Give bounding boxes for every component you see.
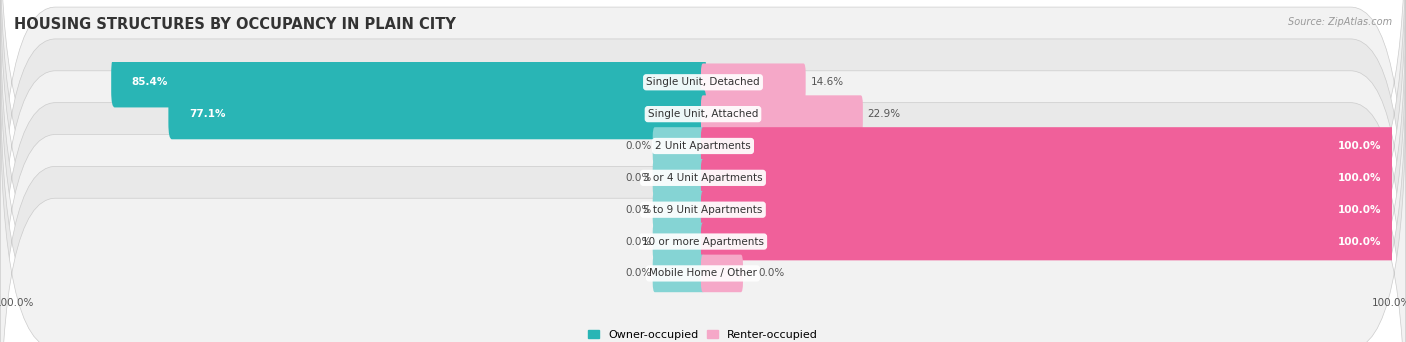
Text: 2 Unit Apartments: 2 Unit Apartments <box>655 141 751 151</box>
Text: 14.6%: 14.6% <box>810 77 844 87</box>
Text: 5 to 9 Unit Apartments: 5 to 9 Unit Apartments <box>644 205 762 215</box>
Text: 100.0%: 100.0% <box>1339 141 1382 151</box>
Text: Mobile Home / Other: Mobile Home / Other <box>650 268 756 278</box>
FancyBboxPatch shape <box>0 30 1406 342</box>
Text: 0.0%: 0.0% <box>626 268 651 278</box>
FancyBboxPatch shape <box>702 191 1393 228</box>
Text: Single Unit, Attached: Single Unit, Attached <box>648 109 758 119</box>
Text: Source: ZipAtlas.com: Source: ZipAtlas.com <box>1288 17 1392 27</box>
FancyBboxPatch shape <box>702 159 1393 197</box>
FancyBboxPatch shape <box>702 95 863 133</box>
Text: HOUSING STRUCTURES BY OCCUPANCY IN PLAIN CITY: HOUSING STRUCTURES BY OCCUPANCY IN PLAIN… <box>14 17 456 32</box>
FancyBboxPatch shape <box>169 89 706 139</box>
Text: 100.0%: 100.0% <box>1339 205 1382 215</box>
Legend: Owner-occupied, Renter-occupied: Owner-occupied, Renter-occupied <box>588 330 818 340</box>
Text: 0.0%: 0.0% <box>626 205 651 215</box>
FancyBboxPatch shape <box>652 254 704 292</box>
FancyBboxPatch shape <box>0 0 1406 294</box>
FancyBboxPatch shape <box>0 94 1406 342</box>
Text: 0.0%: 0.0% <box>758 268 785 278</box>
Text: 100.0%: 100.0% <box>1339 237 1382 247</box>
Text: 77.1%: 77.1% <box>188 109 225 119</box>
FancyBboxPatch shape <box>652 159 704 197</box>
Text: 0.0%: 0.0% <box>626 173 651 183</box>
Text: Single Unit, Detached: Single Unit, Detached <box>647 77 759 87</box>
FancyBboxPatch shape <box>111 57 706 107</box>
FancyBboxPatch shape <box>0 0 1406 262</box>
Text: 100.0%: 100.0% <box>1339 173 1382 183</box>
FancyBboxPatch shape <box>0 0 1406 326</box>
Text: 85.4%: 85.4% <box>132 77 169 87</box>
Text: 10 or more Apartments: 10 or more Apartments <box>643 237 763 247</box>
FancyBboxPatch shape <box>652 223 704 260</box>
FancyBboxPatch shape <box>652 191 704 228</box>
FancyBboxPatch shape <box>702 223 1393 260</box>
FancyBboxPatch shape <box>652 127 704 165</box>
FancyBboxPatch shape <box>702 254 742 292</box>
FancyBboxPatch shape <box>702 127 1393 165</box>
FancyBboxPatch shape <box>0 62 1406 342</box>
Text: 0.0%: 0.0% <box>626 141 651 151</box>
Text: 22.9%: 22.9% <box>868 109 901 119</box>
FancyBboxPatch shape <box>702 64 806 101</box>
Text: 0.0%: 0.0% <box>626 237 651 247</box>
Text: 3 or 4 Unit Apartments: 3 or 4 Unit Apartments <box>643 173 763 183</box>
